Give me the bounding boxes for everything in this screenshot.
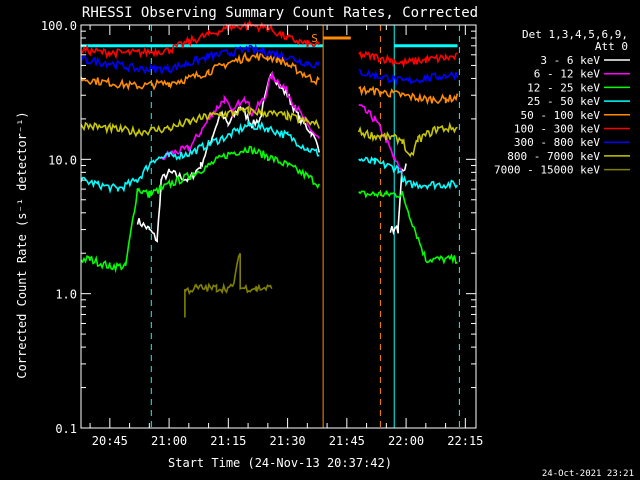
series-line-3 xyxy=(80,120,320,194)
saa-annotation: S xyxy=(311,32,318,45)
axes: 0.1 1.0 10.0 100.0 20:45 21:00 21:15 21:30 21:45… xyxy=(41,19,484,448)
legend-label-5: 100 - 300 keV xyxy=(514,123,600,136)
x-tick-label-6: 22:15 xyxy=(447,434,483,448)
legend-label-3: 25 - 50 keV xyxy=(527,95,600,108)
legend-label-1: 6 - 12 keV xyxy=(534,68,601,81)
series-line-1-post xyxy=(358,104,403,174)
plot-frame xyxy=(80,24,477,429)
y-tick-label-0: 0.1 xyxy=(55,422,77,436)
series-line-3-post xyxy=(358,156,459,191)
plot-area: S xyxy=(80,19,460,428)
series-line-2 xyxy=(80,145,320,274)
y-tick-label-2: 10.0 xyxy=(48,153,77,167)
y-tick-label-3: 100.0 xyxy=(41,19,77,33)
series-line-1 xyxy=(160,71,320,161)
series-line-7-post xyxy=(357,121,458,158)
series-line-2-post xyxy=(358,190,458,265)
y-axis-label: Corrected Count Rate (s⁻¹ detector⁻¹) xyxy=(15,111,29,378)
generation-timestamp: 24-Oct-2021 23:21 xyxy=(542,469,634,479)
series-line-4-post xyxy=(358,85,459,106)
series-line-5-post xyxy=(358,50,458,69)
series-line-5 xyxy=(80,19,320,60)
series-line-0-post xyxy=(389,163,407,236)
legend-label-8: 7000 - 15000 keV xyxy=(494,164,600,177)
series-line-8 xyxy=(184,253,273,318)
legend-label-6: 300 - 800 keV xyxy=(514,136,600,149)
x-tick-label-3: 21:30 xyxy=(270,434,306,448)
y-tick-label-1: 1.0 xyxy=(55,288,77,302)
legend-header-1: Att 0 xyxy=(595,40,628,53)
x-tick-label-5: 22:00 xyxy=(388,434,424,448)
legend-header-0: Det 1,3,4,5,6,9, xyxy=(522,28,628,41)
chart-title: RHESSI Observing Summary Count Rates, Co… xyxy=(82,5,478,21)
legend-label-7: 800 - 7000 keV xyxy=(507,150,600,163)
series-line-4 xyxy=(80,51,320,91)
series-line-6-post xyxy=(358,68,459,86)
legend-label-2: 12 - 25 keV xyxy=(527,81,600,94)
x-tick-label-0: 20:45 xyxy=(92,434,128,448)
x-tick-label-4: 21:45 xyxy=(329,434,365,448)
legend-label-0: 3 - 6 keV xyxy=(540,54,600,67)
x-tick-label-2: 21:15 xyxy=(210,434,246,448)
legend-label-4: 50 - 100 keV xyxy=(521,109,601,122)
x-axis-label: Start Time (24-Nov-13 20:37:42) xyxy=(168,456,392,470)
x-tick-label-1: 21:00 xyxy=(151,434,187,448)
series-line-7 xyxy=(80,105,320,138)
series-line-6 xyxy=(80,43,320,76)
